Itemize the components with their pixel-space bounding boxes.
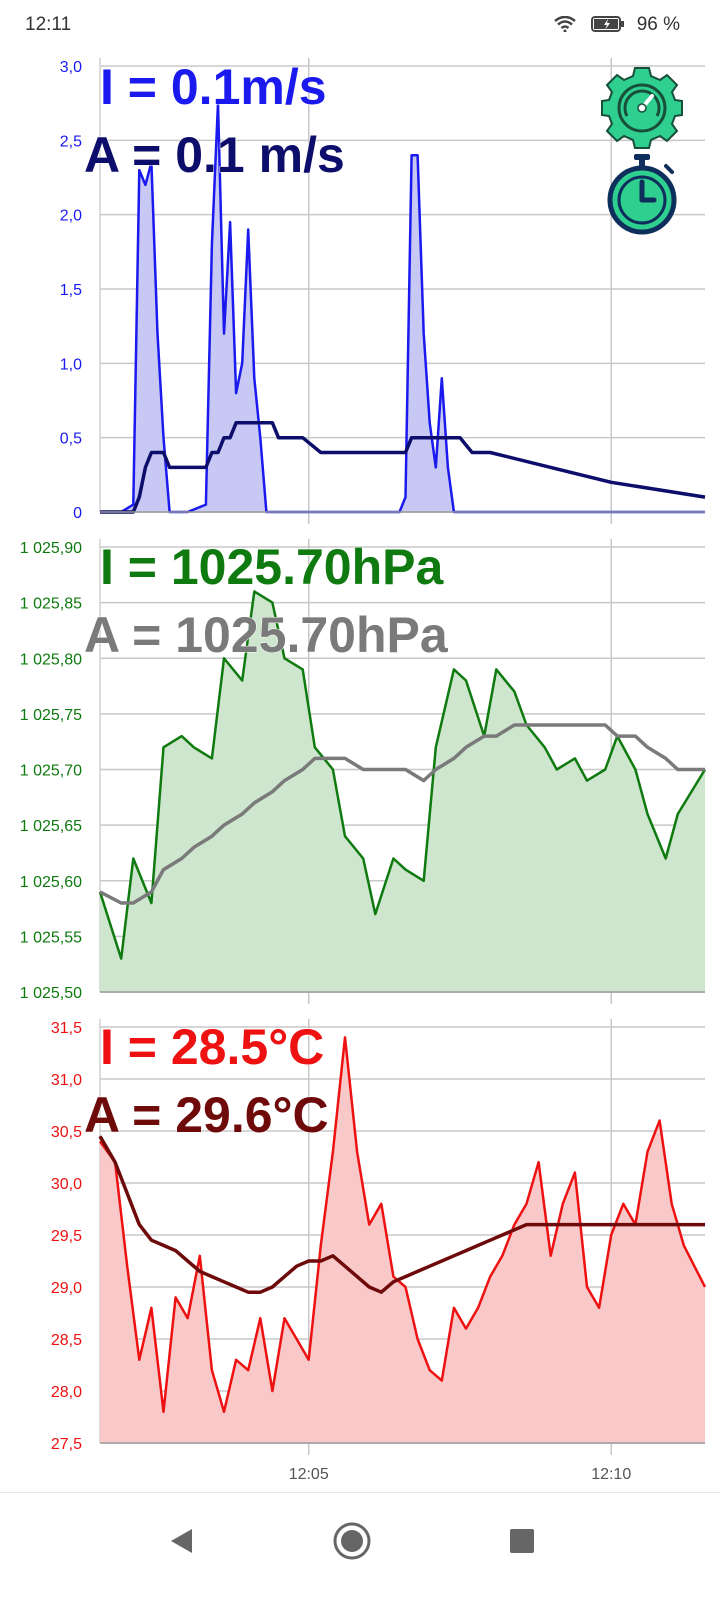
battery-icon: [591, 16, 625, 32]
y-tick-label: 1 025,90: [20, 540, 82, 557]
y-tick-label: 0: [73, 505, 82, 522]
y-tick-label: 2,5: [60, 133, 82, 150]
y-tick-label: 31,5: [51, 1020, 82, 1037]
y-tick-label: 1 025,65: [20, 818, 82, 835]
home-button[interactable]: [322, 1511, 382, 1571]
y-tick-label: 1 025,85: [20, 596, 82, 613]
y-tick-label: 1 025,80: [20, 651, 82, 668]
wifi-icon: [554, 15, 576, 33]
pressure-chart: 1 025,50 1 025,55 1 025,60 1 025,65 1 025,70…: [20, 539, 707, 1004]
average-readout: A = 29.6°C: [84, 1087, 329, 1143]
stopwatch-icon: [607, 154, 677, 235]
y-tick-label: 28,5: [51, 1332, 82, 1349]
average-series-line: [99, 723, 705, 905]
y-tick-label: 1 025,70: [20, 763, 82, 780]
time-axis: 12:05 12:10: [289, 1466, 632, 1483]
navigation-bar: [0, 1492, 720, 1601]
instant-series-area: [100, 1037, 705, 1443]
y-tick-label: 0,5: [60, 431, 82, 448]
average-readout: A = 1025.70hPa: [84, 607, 449, 663]
gear-speedometer-icon: [601, 67, 683, 149]
average-readout: A = 0.1 m/s: [84, 127, 345, 183]
status-right: 96 %: [554, 14, 680, 36]
y-tick-label: 30,5: [51, 1124, 82, 1141]
back-button[interactable]: [152, 1511, 212, 1571]
charts-area: 0 0,5 1,0 1,5 2,0 2,5 3,0 I = 0.1m/s A = 0.1 m/s…: [20, 58, 707, 1483]
y-tick-label: 31,0: [51, 1072, 82, 1089]
average-series-line: [100, 421, 706, 514]
instant-readout: I = 0.1m/s: [100, 59, 327, 115]
instant-series-line: [98, 590, 707, 960]
y-tick-label: 3,0: [60, 59, 82, 76]
speed-chart: 0 0,5 1,0 1,5 2,0 2,5 3,0 I = 0.1m/s A = 0.1 m/s: [60, 58, 706, 524]
y-tick-label: 1 025,50: [20, 985, 82, 1002]
y-tick-label: 1,0: [60, 356, 82, 373]
y-tick-label: 29,0: [51, 1280, 82, 1297]
average-series-line: [98, 1135, 705, 1294]
instant-readout: I = 28.5°C: [100, 1019, 324, 1075]
y-tick-label: 1 025,60: [20, 874, 82, 891]
status-time: 12:11: [25, 14, 72, 35]
y-tick-label: 1 025,75: [20, 707, 82, 724]
instant-series-line: [98, 1036, 707, 1414]
recents-square-icon: [510, 1529, 534, 1553]
battery-level: 96 %: [636, 14, 680, 35]
instant-series-area: [100, 591, 705, 992]
y-tick-label: 2,0: [60, 208, 82, 225]
y-tick-label: 29,5: [51, 1228, 82, 1245]
settings-button[interactable]: [600, 66, 684, 150]
x-tick-label: 12:05: [289, 1466, 329, 1483]
y-tick-label: 1 025,55: [20, 929, 82, 946]
recents-button[interactable]: [492, 1511, 552, 1571]
y-tick-label: 1,5: [60, 282, 82, 299]
x-tick-label: 12:10: [591, 1466, 631, 1483]
back-triangle-icon: [171, 1529, 192, 1553]
temperature-chart: 27,5 28,0 28,5 29,0 29,5 30,0 30,5 31,0 31,5 I = …: [51, 1019, 707, 1455]
y-tick-label: 27,5: [51, 1436, 82, 1453]
instant-readout: I = 1025.70hPa: [100, 539, 445, 595]
status-bar: 12:11 96 %: [0, 0, 720, 52]
home-circle-icon: [333, 1522, 371, 1560]
instant-series-area: [100, 103, 705, 512]
timer-button[interactable]: [600, 152, 684, 236]
y-tick-label: 30,0: [51, 1176, 82, 1193]
y-tick-label: 28,0: [51, 1384, 82, 1401]
